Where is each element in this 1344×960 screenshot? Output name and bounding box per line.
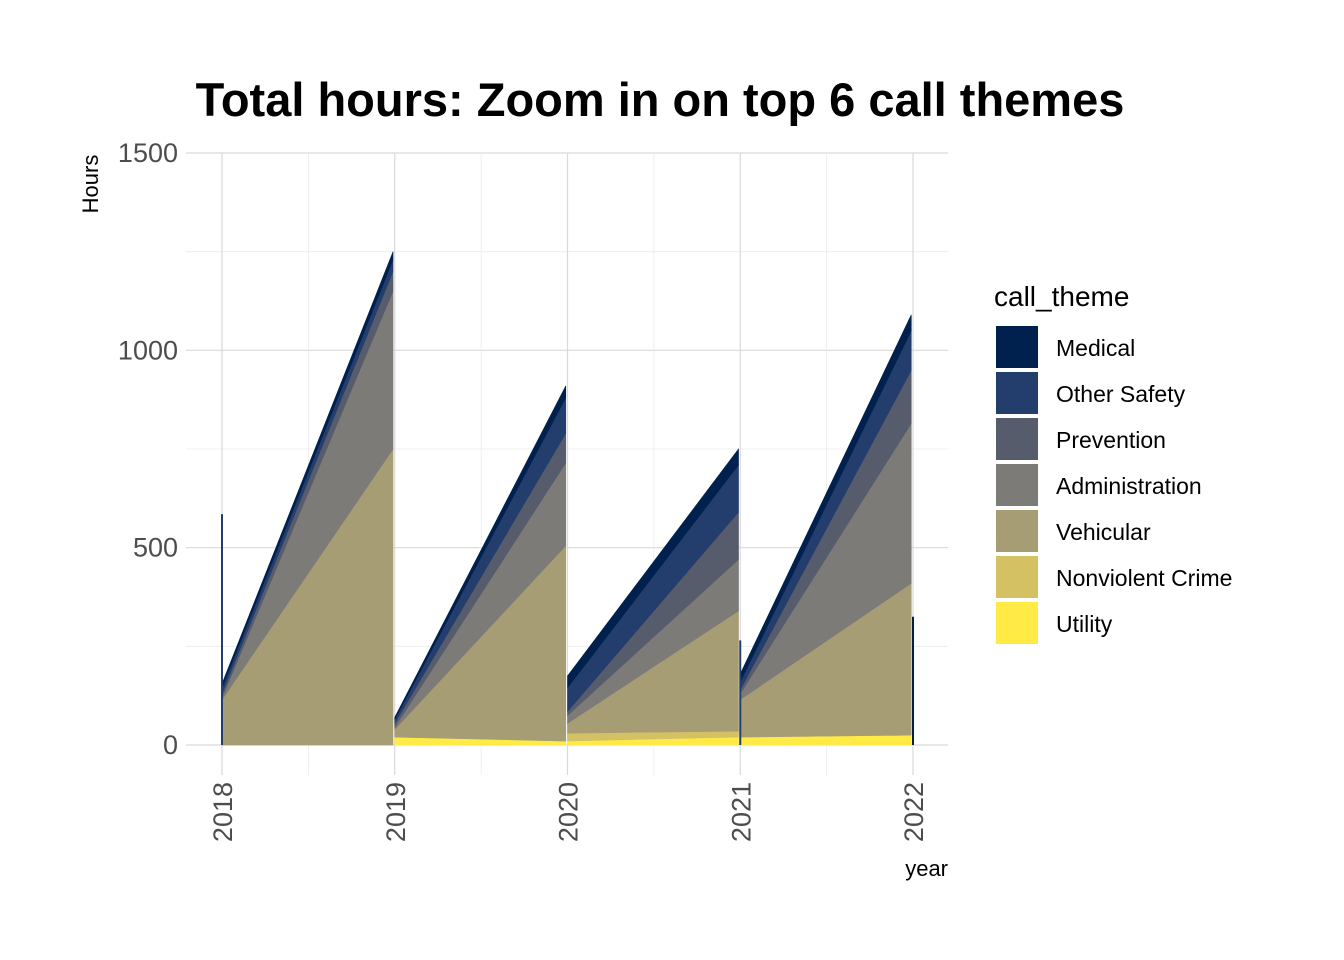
legend-swatch-vehicular [996,510,1038,552]
y-tick-label: 0 [163,730,178,760]
legend-label-administration: Administration [1056,473,1202,499]
x-tick-label: 2022 [899,782,929,842]
legend-swatch-nonviolent-crime [996,556,1038,598]
y-tick-label: 1000 [118,335,178,365]
legend-title: call_theme [994,281,1129,312]
legend: call_theme Medical Other Safety Prevention… [994,281,1232,644]
x-axis-title: year [905,856,948,881]
chart-title: Total hours: Zoom in on top 6 call theme… [196,73,1125,126]
legend-swatch-utility [996,602,1038,644]
legend-swatch-medical [996,326,1038,368]
legend-label-vehicular: Vehicular [1056,519,1151,545]
x-tick-label: 2018 [208,782,238,842]
x-tick-label: 2020 [554,782,584,842]
legend-label-nonviolent-crime: Nonviolent Crime [1056,565,1232,591]
legend-label-other-safety: Other Safety [1056,381,1186,407]
legend-swatch-administration [996,464,1038,506]
legend-label-medical: Medical [1056,335,1135,361]
legend-swatch-prevention [996,418,1038,460]
axis-labels: 0 500 1000 1500 2018 2019 2020 2021 2022 [118,138,929,842]
y-tick-label: 500 [133,533,178,563]
y-tick-label: 1500 [118,138,178,168]
area-medical-2 [567,448,739,689]
x-tick-label: 2019 [381,782,411,842]
legend-label-prevention: Prevention [1056,427,1166,453]
legend-label-utility: Utility [1056,611,1113,637]
legend-swatch-other-safety [996,372,1038,414]
y-axis-title: Hours [78,155,103,214]
area-medical-1 [394,385,567,720]
area-layer [221,251,912,746]
x-tick-label: 2021 [726,782,756,842]
spike-layer [221,514,914,745]
